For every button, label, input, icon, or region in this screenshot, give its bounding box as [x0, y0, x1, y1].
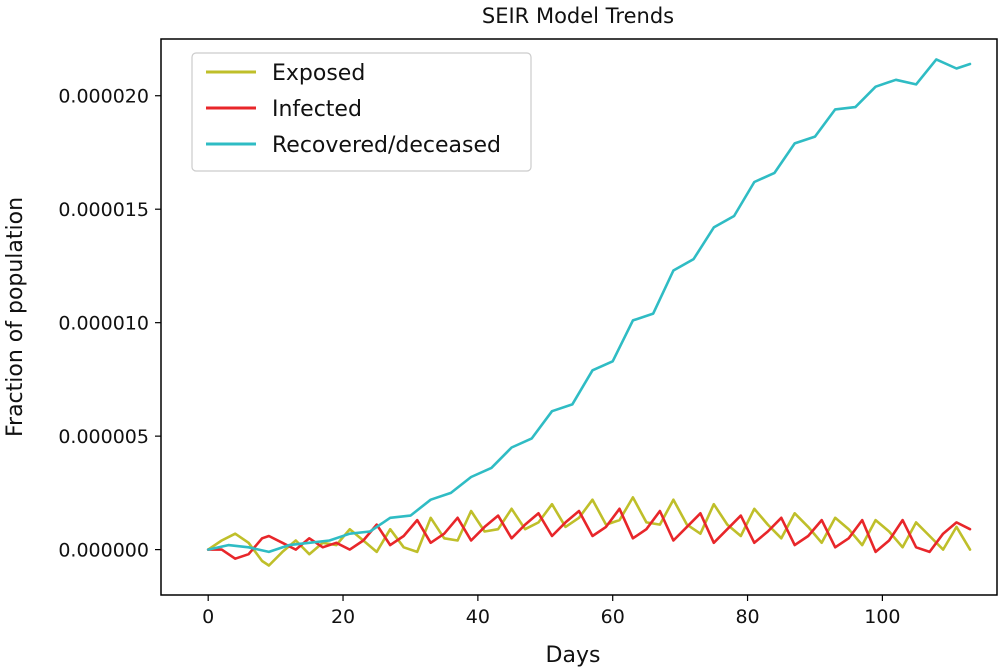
x-tick-label: 100	[864, 606, 900, 628]
x-tick-label: 60	[601, 606, 625, 628]
series-lines	[206, 58, 972, 567]
y-tick-label: 0.000010	[58, 313, 149, 335]
x-axis-title: Days	[546, 643, 601, 668]
x-tick-label: 40	[466, 606, 490, 628]
x-tick-label: 80	[735, 606, 759, 628]
y-tick-label: 0.000000	[58, 540, 149, 562]
legend-box	[191, 52, 532, 172]
legend-label-recovered-deceased: Recovered/deceased	[272, 133, 501, 158]
legend-label-infected: Infected	[272, 97, 362, 122]
x-axis: 0 20 40 60 80 100	[202, 595, 901, 628]
y-tick-label: 0.000015	[58, 199, 149, 221]
x-tick-label: 0	[202, 606, 214, 628]
series-line-infected	[206, 507, 972, 561]
plot-area	[160, 38, 998, 596]
x-tick-label: 20	[331, 606, 355, 628]
y-axis-title: Fraction of population	[3, 197, 28, 437]
legend: Exposed Infected Recovered/deceased	[191, 52, 532, 172]
legend-label-exposed: Exposed	[272, 61, 365, 86]
y-tick-label: 0.000005	[58, 426, 149, 448]
chart-title: SEIR Model Trends	[482, 4, 674, 28]
series-line-recovered-deceased	[206, 58, 972, 554]
y-axis: 0.000000 0.000005 0.000010 0.000015 0.000020	[58, 86, 161, 562]
y-tick-label: 0.000020	[58, 86, 149, 108]
